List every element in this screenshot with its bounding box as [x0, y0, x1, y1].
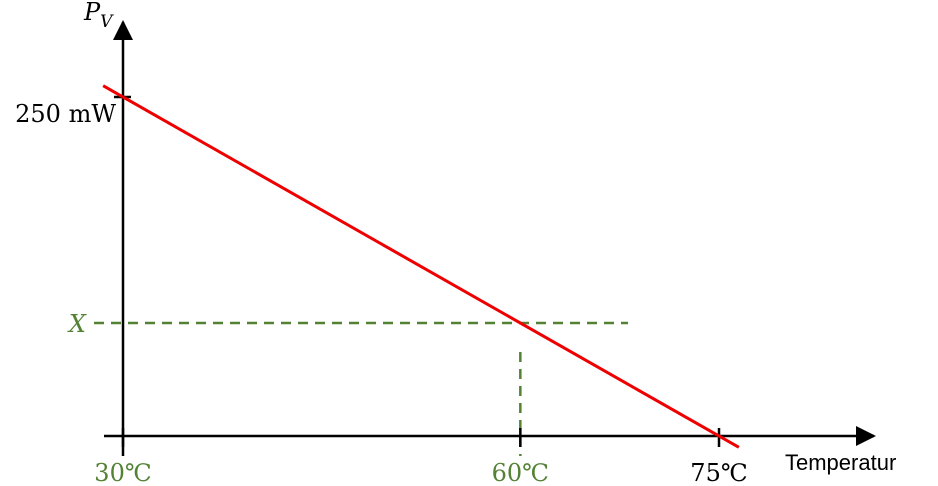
- x-axis-label: Temperatur: [785, 450, 896, 475]
- x-value-label: X: [67, 310, 87, 338]
- series-line-0: [102, 84, 740, 449]
- axis-ticks: [114, 95, 721, 447]
- x-tick-label-0: 30℃: [94, 459, 151, 486]
- tick-labels: 30℃ 60℃ 75℃ 250 mW X: [15, 100, 748, 486]
- x-tick-label-2: 75℃: [690, 459, 747, 486]
- y-axis-label-subscript: V: [100, 12, 114, 32]
- x-tick-label-1: 60℃: [492, 459, 549, 486]
- series-layer: [102, 84, 740, 449]
- y-tick-label-0: 250 mW: [15, 100, 116, 128]
- y-axis-label: PV: [83, 0, 114, 32]
